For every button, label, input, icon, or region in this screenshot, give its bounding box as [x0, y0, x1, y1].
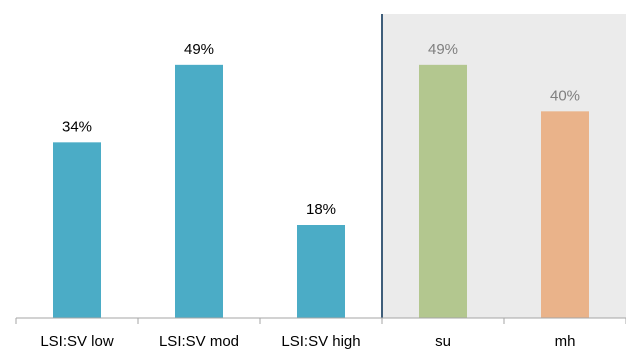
bar-lsi-sv-mod — [175, 64, 223, 318]
data-label: 49% — [184, 41, 214, 58]
category-label: mh — [555, 333, 576, 350]
data-labels-group: 34% 49% 18% 49% 40% — [62, 41, 580, 218]
data-label: 18% — [306, 201, 336, 218]
category-label: LSI:SV low — [40, 333, 114, 350]
data-label: 49% — [428, 41, 458, 58]
bar-mh — [541, 111, 589, 318]
shaded-region — [382, 14, 626, 318]
data-label: 40% — [550, 87, 580, 104]
bar-lsi-sv-low — [53, 142, 101, 318]
category-label: LSI:SV high — [281, 333, 360, 350]
category-labels-group: LSI:SV low LSI:SV mod LSI:SV high su mh — [40, 333, 575, 350]
bar-lsi-sv-high — [297, 225, 345, 318]
data-label: 34% — [62, 118, 92, 135]
bar-su — [419, 64, 467, 318]
category-label: LSI:SV mod — [159, 333, 239, 350]
category-label: su — [435, 333, 451, 350]
x-ticks-group — [15, 318, 626, 324]
bars-group — [53, 64, 589, 318]
